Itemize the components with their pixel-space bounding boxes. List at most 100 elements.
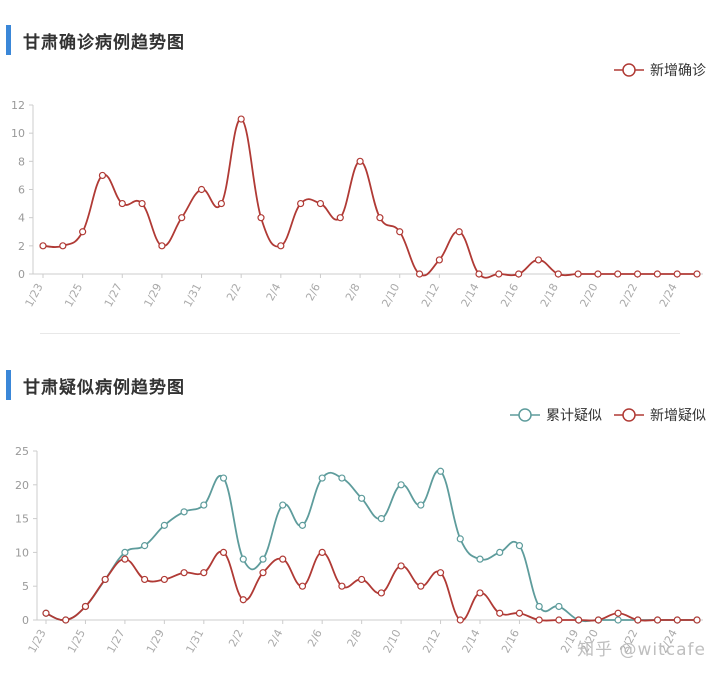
series-line-2 (45, 550, 697, 622)
data-point (358, 494, 366, 502)
data-point (298, 521, 307, 529)
data-point (653, 616, 662, 624)
legend-label: 新增确诊 (650, 63, 706, 79)
data-point (555, 616, 563, 624)
data-point (257, 214, 265, 222)
data-point (633, 270, 642, 278)
data-point (197, 185, 206, 194)
legend-marker-icon (614, 63, 644, 77)
chart1-legend: 新增确诊 (602, 60, 706, 80)
data-point (496, 548, 504, 557)
data-point (101, 575, 109, 584)
data-point (219, 474, 228, 482)
data-point (158, 242, 166, 250)
data-point (653, 270, 661, 278)
data-point (200, 501, 208, 509)
data-point (277, 242, 285, 250)
data-point (377, 514, 385, 523)
data-point (554, 270, 562, 278)
legend-marker-icon (614, 408, 644, 422)
chart-divider (40, 333, 680, 334)
data-point (121, 548, 129, 557)
data-point (456, 535, 464, 543)
y-tick-label: 0 (18, 268, 25, 281)
data-point (200, 569, 208, 577)
data-point (496, 609, 504, 617)
data-point (318, 548, 326, 557)
data-point (259, 569, 267, 577)
data-point (574, 270, 582, 278)
data-point (436, 467, 445, 475)
data-point (141, 575, 149, 584)
data-point (279, 555, 287, 563)
data-point (297, 199, 305, 208)
data-point (476, 555, 484, 563)
title-accent-bar (6, 25, 11, 55)
data-point (436, 569, 445, 577)
data-point (515, 609, 524, 617)
data-point (298, 582, 307, 590)
data-point (614, 616, 622, 624)
data-point (316, 199, 325, 208)
data-point (180, 569, 188, 577)
data-point (239, 596, 247, 604)
x-tick-label: 1/23 (26, 627, 49, 655)
data-point (417, 582, 425, 590)
chart2-legend: 累计疑似 新增疑似 (498, 405, 706, 425)
data-point (535, 616, 543, 624)
legend-item-cumulative-suspected[interactable]: 累计疑似 (510, 405, 602, 425)
data-point (336, 214, 344, 222)
data-point (534, 256, 543, 264)
x-tick-label: 2/6 (305, 627, 325, 649)
y-tick-label: 10 (15, 546, 29, 559)
x-tick-label: 1/27 (104, 627, 127, 655)
data-point (614, 609, 622, 617)
legend-item-new-confirmed[interactable]: 新增确诊 (614, 60, 706, 80)
data-point (673, 616, 681, 624)
x-tick-label: 1/25 (65, 627, 88, 655)
data-point (180, 508, 188, 516)
x-tick-label: 2/14 (460, 627, 483, 655)
data-point (237, 115, 245, 123)
data-point (455, 228, 463, 236)
data-point (475, 270, 483, 278)
data-point (575, 616, 583, 624)
legend-item-new-suspected[interactable]: 新增疑似 (614, 405, 706, 425)
data-point (318, 474, 326, 482)
data-point (634, 616, 642, 624)
data-point (535, 602, 543, 611)
data-point (614, 270, 622, 278)
y-tick-label: 6 (18, 184, 25, 197)
data-point (59, 242, 67, 250)
data-point (98, 171, 107, 180)
data-point (356, 157, 364, 165)
x-tick-label: 2/4 (266, 627, 286, 649)
y-tick-label: 15 (15, 513, 29, 526)
chart2-title: 甘肃疑似病例趋势图 (23, 377, 185, 398)
x-tick-label: 2/12 (420, 627, 443, 655)
y-tick-label: 4 (18, 212, 25, 225)
data-point (141, 542, 149, 550)
data-point (396, 228, 404, 236)
data-point (397, 481, 405, 489)
y-tick-label: 0 (22, 614, 29, 627)
y-tick-label: 12 (11, 99, 25, 112)
data-point (121, 555, 129, 563)
data-point (515, 542, 524, 550)
legend-label: 累计疑似 (546, 408, 602, 424)
y-tick-label: 2 (18, 240, 25, 253)
data-point (239, 555, 247, 563)
y-tick-label: 20 (15, 479, 29, 492)
data-point (39, 242, 47, 250)
data-point (693, 616, 701, 624)
legend-label: 新增疑似 (650, 408, 706, 424)
title-accent-bar (6, 370, 11, 400)
x-tick-label: 2/10 (381, 627, 404, 655)
data-point (138, 199, 146, 208)
data-point (594, 270, 602, 278)
x-tick-label: 2/16 (499, 627, 522, 655)
data-point (118, 199, 126, 208)
data-point (397, 562, 405, 570)
